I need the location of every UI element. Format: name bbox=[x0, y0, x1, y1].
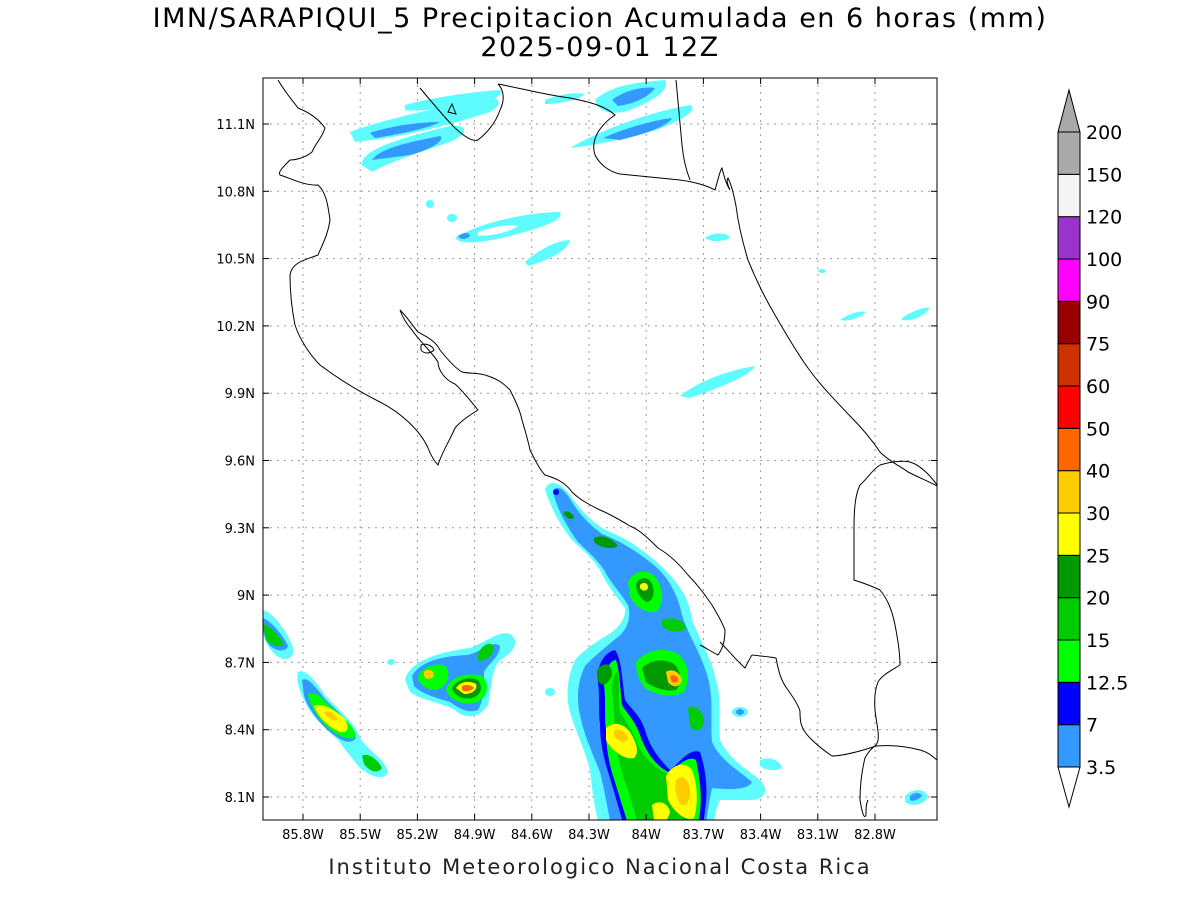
lat-label: 8.1N bbox=[225, 791, 255, 806]
colorbar-low-arrow bbox=[1057, 766, 1081, 809]
lon-label: 84.9W bbox=[454, 828, 496, 843]
lat-label: 9.3N bbox=[225, 522, 255, 537]
colorbar-label: 20 bbox=[1086, 588, 1110, 610]
axis-ticks: 11.1N 10.8N 10.5N 10.2N 9.9N 9.6N 9.3N 9N 8.7N 8.… bbox=[216, 78, 937, 843]
colorbar-label: 50 bbox=[1086, 418, 1110, 440]
colorbar-box bbox=[1057, 131, 1081, 175]
lon-label: 84.6W bbox=[511, 828, 553, 843]
lon-label: 82.8W bbox=[854, 828, 896, 843]
colorbar-box bbox=[1057, 512, 1081, 556]
colorbar-label: 75 bbox=[1086, 334, 1110, 356]
lon-label: 83.7W bbox=[682, 828, 724, 843]
lon-label: 85.2W bbox=[396, 828, 438, 843]
lat-label: 8.7N bbox=[225, 656, 255, 671]
lat-label: 10.2N bbox=[216, 320, 255, 335]
colorbar-box bbox=[1057, 681, 1081, 726]
rain-band-north-1 bbox=[350, 90, 501, 172]
lat-label: 9.6N bbox=[225, 455, 255, 470]
colorbar-label: 200 bbox=[1086, 122, 1122, 144]
rain-band-north-2 bbox=[545, 80, 693, 148]
colorbar-box bbox=[1057, 427, 1081, 472]
colorbar-box bbox=[1057, 554, 1081, 599]
colorbar-label: 25 bbox=[1086, 545, 1110, 567]
colorbar-high-arrow bbox=[1057, 88, 1081, 133]
map-subtitle: 2025-09-01 12Z bbox=[480, 32, 720, 63]
lon-label: 85.8W bbox=[282, 828, 324, 843]
precipitation-field bbox=[263, 80, 930, 820]
map-title: IMN/SARAPIQUI_5 Precipitacion Acumulada … bbox=[152, 3, 1048, 34]
lon-label: 83.4W bbox=[740, 828, 782, 843]
rain-band-central-north bbox=[426, 200, 730, 266]
lat-label: 8.4N bbox=[225, 724, 255, 739]
colorbar: 3.5 7 12.5 15 20 25 30 40 50 60 75 90 100 120 150 200 bbox=[1057, 88, 1128, 809]
colorbar-box bbox=[1057, 216, 1081, 260]
colorbar-box bbox=[1057, 385, 1081, 429]
footer-credit: Instituto Meteorologico Nacional Costa R… bbox=[328, 855, 872, 879]
colorbar-label: 3.5 bbox=[1086, 757, 1116, 779]
lat-label: 10.5N bbox=[216, 253, 255, 268]
colorbar-box bbox=[1057, 597, 1081, 641]
colorbar-label: 15 bbox=[1086, 630, 1110, 652]
rain-band-83-9w bbox=[553, 489, 704, 731]
colorbar-box bbox=[1057, 300, 1081, 345]
lon-label: 84W bbox=[631, 828, 661, 843]
plot-frame bbox=[262, 77, 938, 821]
lat-label: 9N bbox=[237, 589, 255, 604]
rain-band-caribbean bbox=[680, 269, 930, 398]
coastlines bbox=[277, 79, 937, 817]
lon-label: 83.1W bbox=[797, 828, 839, 843]
rain-band-84-9w bbox=[387, 633, 555, 717]
colorbar-label: 30 bbox=[1086, 503, 1110, 525]
colorbar-label: 12.5 bbox=[1086, 672, 1128, 694]
lon-label: 85.5W bbox=[339, 828, 381, 843]
colorbar-box bbox=[1057, 258, 1081, 302]
colorbar-label: 7 bbox=[1086, 715, 1098, 737]
lat-label: 9.9N bbox=[225, 387, 255, 402]
colorbar-label: 60 bbox=[1086, 376, 1110, 398]
lat-label: 11.1N bbox=[216, 118, 255, 133]
colorbar-box bbox=[1057, 343, 1081, 387]
rain-cells-misc bbox=[732, 707, 928, 805]
colorbar-label: 40 bbox=[1086, 461, 1110, 483]
colorbar-box bbox=[1057, 639, 1081, 683]
lon-label: 84.3W bbox=[568, 828, 610, 843]
colorbar-box bbox=[1057, 173, 1081, 218]
lat-label: 10.8N bbox=[216, 185, 255, 200]
colorbar-label: 90 bbox=[1086, 291, 1110, 313]
rain-band-85-7w bbox=[263, 610, 388, 778]
colorbar-box bbox=[1057, 724, 1081, 768]
colorbar-label: 100 bbox=[1086, 249, 1122, 271]
colorbar-box bbox=[1057, 470, 1081, 514]
colorbar-label: 150 bbox=[1086, 164, 1122, 186]
colorbar-label: 120 bbox=[1086, 207, 1122, 229]
